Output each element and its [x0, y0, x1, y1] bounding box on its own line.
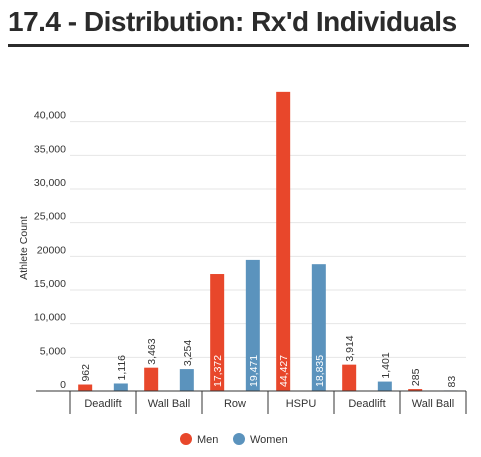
y-tick-label: 30,000 [34, 177, 66, 189]
data-label: 285 [410, 368, 422, 386]
bar-men [210, 274, 225, 391]
y-tick-label: 25,000 [34, 211, 66, 223]
bar-women [377, 381, 392, 391]
data-label: 1,116 [116, 355, 128, 381]
x-category-label: Row [224, 398, 246, 410]
x-category-label: Wall Ball [148, 398, 190, 410]
bar-men [144, 367, 159, 391]
data-label: 17,372 [212, 355, 224, 387]
y-tick-label: 35,000 [34, 143, 66, 155]
data-label: 19,471 [248, 355, 260, 387]
data-label: 83 [446, 376, 458, 388]
y-tick-label: 0 [60, 379, 66, 391]
x-category-label: Wall Ball [412, 398, 454, 410]
x-category-label: Deadlift [84, 398, 121, 410]
x-category-label: HSPU [286, 398, 317, 410]
bar-men [342, 364, 357, 391]
gridlines [70, 121, 466, 358]
bar-men [276, 91, 291, 391]
bar-women [311, 264, 326, 391]
bar-women [113, 383, 128, 391]
x-category-label: Deadlift [348, 398, 385, 410]
legend-swatch-men [180, 433, 192, 445]
data-labels: 962 1,116 3,463 3,254 17,372 19,471 44,427 18,8… [80, 335, 458, 387]
y-axis-label: Athlete Count [18, 216, 30, 280]
data-label: 3,254 [182, 340, 194, 366]
x-axis: Deadlift Wall Ball Row HSPU Deadlift Wall Bal… [36, 390, 467, 414]
bar-women [179, 369, 194, 391]
y-axis-ticks: 0 5,000 10,000 15,000 20000 25,000 30,000 35,00… [34, 110, 66, 391]
y-tick-label: 15,000 [34, 278, 66, 290]
y-tick-label: 40,000 [34, 110, 66, 122]
bars [78, 91, 458, 391]
legend-label: Women [250, 434, 288, 446]
bar-women [245, 259, 260, 391]
bar-men [78, 384, 93, 391]
data-label: 3,914 [344, 335, 356, 361]
legend-label: Men [197, 434, 218, 446]
y-tick-label: 10,000 [34, 312, 66, 324]
chart-title: 17.4 - Distribution: Rx'd Individuals [8, 6, 457, 37]
legend-swatch-women [233, 433, 245, 445]
data-label: 44,427 [278, 355, 290, 387]
data-label: 18,835 [314, 355, 326, 387]
title-underline [8, 44, 469, 47]
y-tick-label: 5,000 [40, 345, 66, 357]
data-label: 962 [80, 364, 92, 382]
bar-men [408, 389, 423, 391]
data-label: 3,463 [146, 338, 158, 364]
data-label: 1,401 [380, 352, 392, 378]
legend: Men Women [180, 433, 288, 446]
y-tick-label: 20000 [37, 244, 66, 256]
